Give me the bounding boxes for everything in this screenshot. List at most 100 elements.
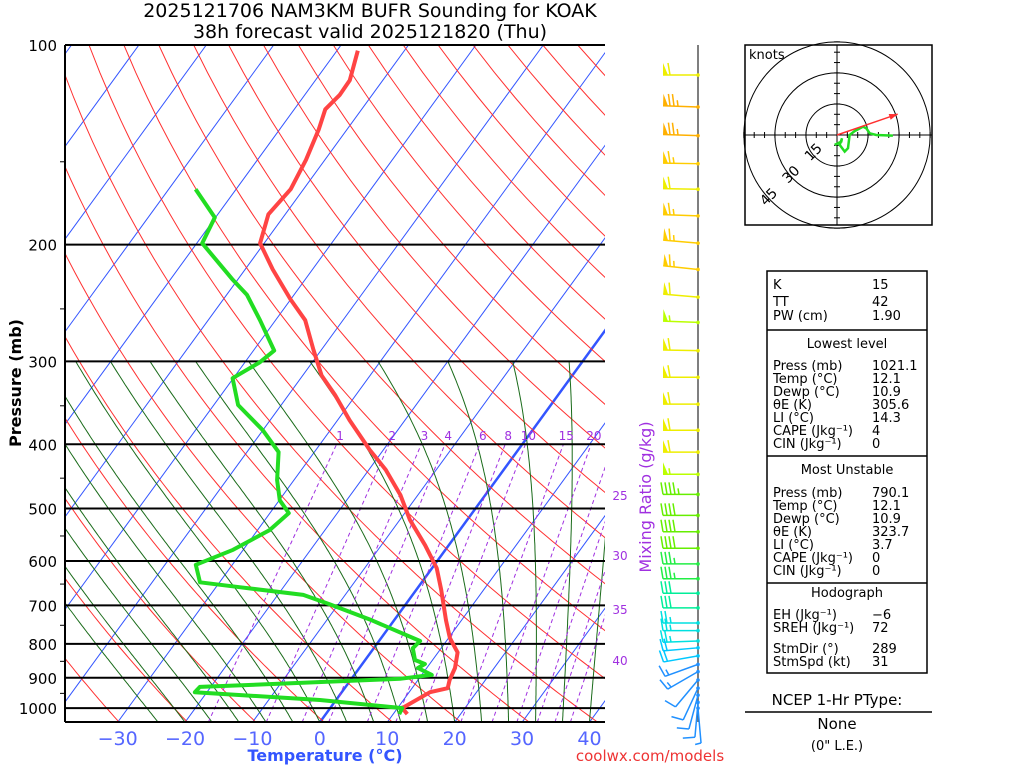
mixing-ratio-label: 10 bbox=[521, 429, 536, 443]
wind-barb bbox=[663, 228, 700, 245]
barb-full bbox=[667, 151, 671, 164]
mixing-ratio-line bbox=[417, 444, 526, 722]
dry-adiabat bbox=[65, 497, 257, 722]
wind-barb bbox=[663, 365, 700, 380]
barb-full bbox=[667, 365, 671, 378]
barb-dot bbox=[696, 295, 700, 299]
mixing-ratio-line bbox=[265, 444, 390, 722]
barb-full bbox=[658, 650, 665, 663]
barb-half bbox=[673, 557, 676, 565]
barb-pennant bbox=[663, 202, 669, 215]
moist-adiabat bbox=[447, 361, 510, 722]
barb-full bbox=[671, 122, 675, 135]
wind-barb bbox=[664, 678, 700, 708]
barb-full bbox=[668, 551, 672, 565]
barb-staff bbox=[662, 133, 699, 137]
barb-full bbox=[660, 519, 664, 532]
most-unstable-label: Dewp (°C) bbox=[773, 512, 840, 527]
pressure-tick-label: 500 bbox=[28, 501, 57, 519]
barb-half bbox=[676, 100, 679, 107]
barb-full bbox=[672, 536, 676, 549]
barb-full bbox=[668, 595, 672, 609]
barb-dot bbox=[696, 133, 700, 138]
barb-full bbox=[663, 638, 668, 651]
wind-barb bbox=[662, 151, 700, 166]
barb-full bbox=[658, 665, 666, 677]
barb-full bbox=[660, 503, 664, 516]
barb-dot bbox=[696, 241, 700, 245]
dry-adiabat bbox=[332, 45, 605, 363]
barb-dot bbox=[696, 161, 700, 166]
wind-barb bbox=[663, 439, 700, 454]
barb-staff bbox=[663, 655, 699, 663]
dry-adiabat bbox=[65, 73, 598, 722]
mixing-ratio-axis-label: Mixing Ratio (g/kg) bbox=[636, 421, 655, 572]
dry-adiabat bbox=[367, 45, 605, 320]
isotherm bbox=[65, 45, 544, 703]
barb-staff bbox=[663, 647, 699, 652]
dry-adiabat bbox=[88, 45, 605, 680]
barb-half bbox=[677, 488, 680, 495]
barb-pennant bbox=[663, 365, 668, 378]
barb-full bbox=[660, 595, 664, 609]
pressure-tick-label: 900 bbox=[28, 670, 57, 688]
wind-barb bbox=[659, 669, 700, 690]
lowest-level-value: 0 bbox=[872, 437, 880, 452]
barb-dot bbox=[696, 472, 700, 477]
moist-adiabat bbox=[377, 361, 483, 722]
barb-dot bbox=[696, 348, 700, 353]
temperature-line bbox=[258, 50, 460, 716]
barb-dot bbox=[696, 646, 700, 650]
temperature-tick-label: −30 bbox=[98, 728, 138, 750]
wind-barb bbox=[662, 93, 700, 109]
barb-pennant bbox=[663, 176, 669, 189]
barb-half bbox=[666, 681, 672, 688]
barb-dot bbox=[696, 546, 700, 551]
mixing-ratio-label: 15 bbox=[559, 429, 574, 443]
mixing-ratio-label: 2 bbox=[388, 429, 396, 443]
temperature-tick-label: −10 bbox=[232, 728, 272, 750]
barb-full bbox=[668, 482, 672, 495]
dry-adiabat bbox=[927, 45, 1024, 722]
wind-barb bbox=[660, 503, 700, 518]
mixing-ratio-label: 25 bbox=[612, 489, 627, 503]
moist-adiabat bbox=[65, 443, 267, 722]
barb-dot bbox=[696, 492, 700, 497]
title-line-1: 2025121706 NAM3KM BUFR Sounding for KOAK bbox=[143, 0, 597, 22]
wind-barb bbox=[662, 338, 700, 353]
wind-barb bbox=[660, 595, 700, 610]
pressure-tick-label: 700 bbox=[28, 597, 57, 615]
mixing-ratio-line bbox=[328, 444, 446, 722]
barb-pennant bbox=[663, 462, 668, 475]
most-unstable-label: LI (°C) bbox=[773, 538, 814, 553]
ptype-value: None bbox=[817, 715, 856, 733]
lowest-level-value: 12.1 bbox=[872, 372, 901, 387]
barb-full bbox=[672, 482, 676, 495]
x-axis-label: Temperature (°C) bbox=[247, 746, 402, 765]
hodograph-stat-value: 31 bbox=[872, 655, 889, 670]
moist-adiabat bbox=[65, 602, 159, 722]
barb-full bbox=[660, 536, 664, 549]
barb-full bbox=[664, 519, 668, 532]
barb-dot bbox=[696, 591, 700, 596]
barb-half bbox=[665, 669, 670, 676]
moist-adiabat bbox=[589, 535, 605, 722]
index-label: TT bbox=[772, 295, 789, 310]
wind-barb bbox=[663, 418, 700, 433]
moist-adiabat bbox=[65, 486, 240, 722]
lowest-level-value: 14.3 bbox=[872, 411, 901, 426]
barb-dot bbox=[696, 662, 700, 667]
barb-staff bbox=[662, 320, 699, 324]
barb-dot bbox=[696, 700, 700, 705]
most-unstable-value: 10.9 bbox=[872, 512, 901, 527]
barb-pennant bbox=[663, 228, 669, 241]
barb-dot bbox=[696, 654, 700, 658]
lowest-level-value: 1021.1 bbox=[872, 359, 918, 374]
barb-pennant bbox=[663, 282, 669, 295]
most-unstable-value: 790.1 bbox=[872, 486, 909, 501]
barb-dot bbox=[696, 562, 700, 566]
wind-barb bbox=[658, 662, 700, 678]
wind-barb bbox=[658, 649, 700, 663]
